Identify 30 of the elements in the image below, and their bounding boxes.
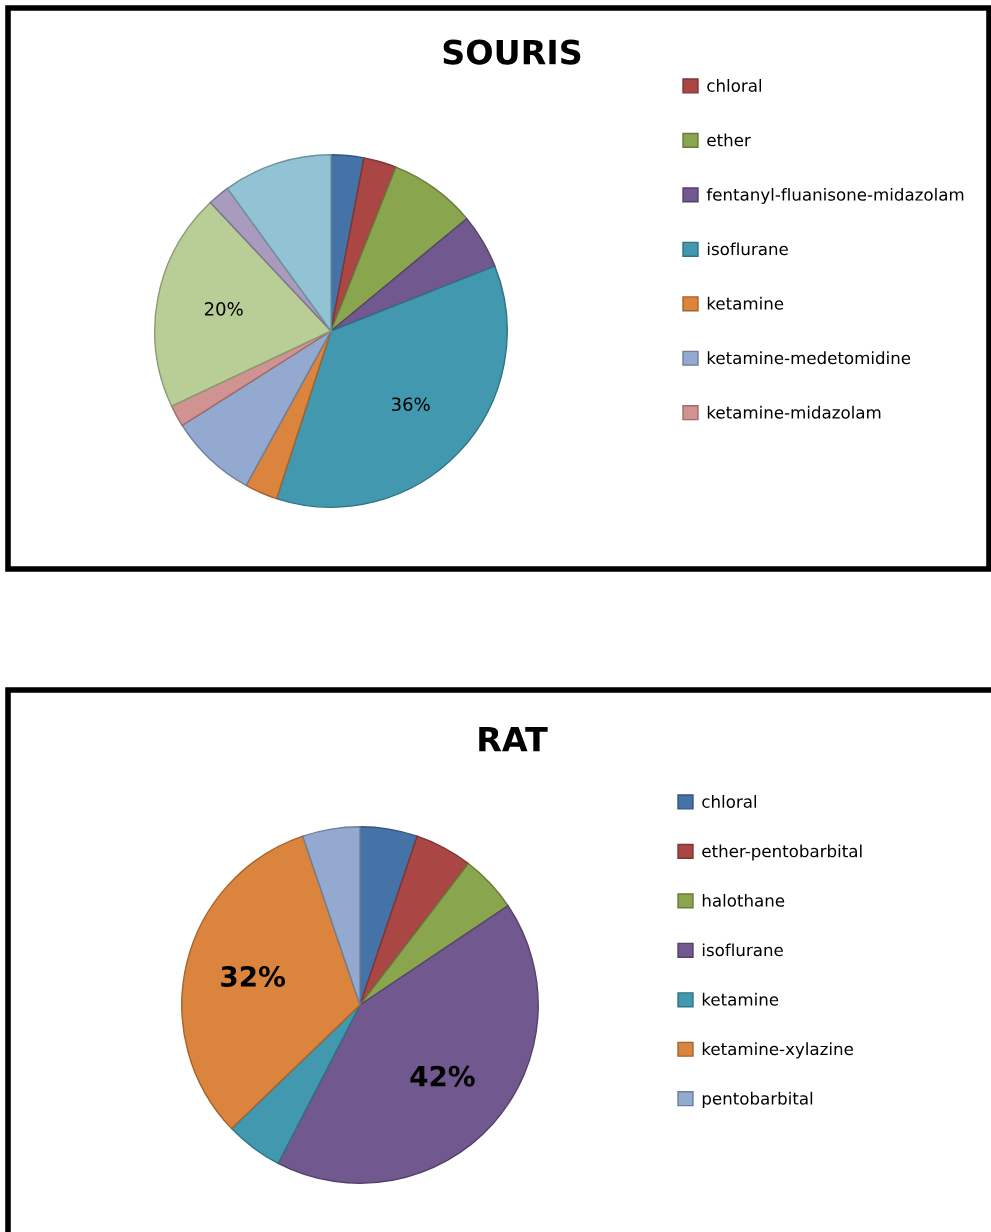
legend-label: ether [707, 133, 751, 147]
legend-label: ketamine [707, 296, 784, 310]
legend-label: ketamine-medetomidine [707, 351, 911, 365]
data-label: 32% [221, 965, 285, 987]
legend-label: ketamine-xylazine [702, 1042, 853, 1059]
legend-label: ketamine-midazolam [707, 405, 881, 419]
pie-slice [330, 217, 496, 332]
pie-slice [330, 166, 468, 332]
legend-label: chloral [707, 79, 762, 92]
legend-label: pentobarbital [702, 1091, 813, 1108]
pie-slice [230, 1004, 361, 1164]
chart-title: SOURIS [443, 39, 581, 65]
legend-label: isoflurane [707, 242, 788, 256]
legend-label: chloral [702, 795, 757, 808]
pie-slice [181, 330, 332, 487]
legend-label: fentanyl-fluanisone-midazolam [706, 187, 964, 205]
legend-label: ketamine [702, 992, 779, 1006]
pie-slice [154, 201, 332, 407]
chart-title: RAT [479, 726, 548, 752]
data-label: 42% [410, 1065, 475, 1087]
pie-slice [275, 265, 508, 508]
legend-label: halothane [702, 893, 785, 907]
legend-label: isoflurane [702, 943, 783, 957]
pie-slice [245, 330, 332, 500]
legend-label: ether-pentobarbital [702, 844, 862, 861]
data-label: 36% [391, 397, 430, 412]
pie-slice [359, 862, 509, 1006]
pie-slice [181, 835, 361, 1130]
pie-slice [302, 826, 361, 1006]
data-label: 20% [204, 302, 243, 316]
